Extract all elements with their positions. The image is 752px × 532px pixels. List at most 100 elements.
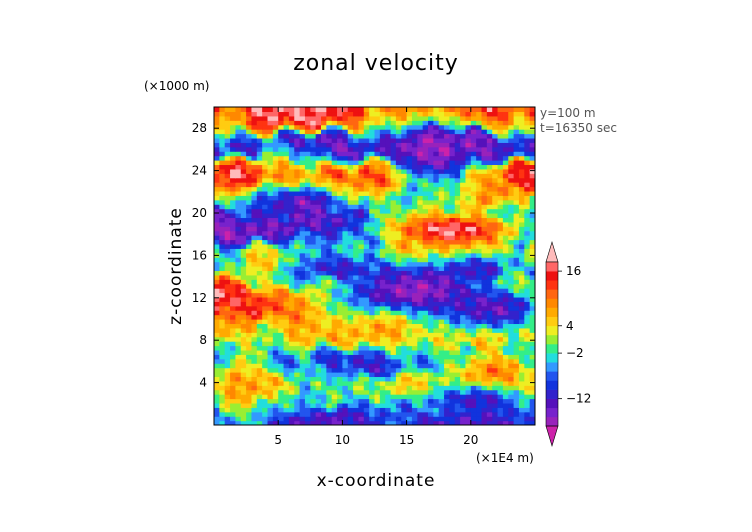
field-cell xyxy=(508,230,515,236)
field-cell xyxy=(465,217,472,223)
field-cell xyxy=(524,186,531,192)
field-cell xyxy=(219,416,226,422)
field-cell xyxy=(438,305,445,311)
field-cell xyxy=(449,402,456,408)
field-cell xyxy=(476,301,483,307)
field-cell xyxy=(262,186,269,192)
field-cell xyxy=(449,186,456,192)
field-cell xyxy=(310,358,317,364)
field-cell xyxy=(508,221,515,227)
field-cell xyxy=(385,301,392,307)
field-cell xyxy=(497,261,504,267)
field-cell xyxy=(214,173,220,179)
field-cell xyxy=(251,151,258,157)
field-cell xyxy=(337,416,343,422)
field-cell xyxy=(321,411,327,417)
field-cell xyxy=(321,327,327,333)
field-cell xyxy=(411,186,418,192)
field-cell xyxy=(358,372,365,378)
y-tick-label: 16 xyxy=(192,248,207,262)
field-cell xyxy=(444,195,450,201)
field-cell xyxy=(374,327,381,333)
field-cell xyxy=(460,221,467,227)
field-cell xyxy=(422,133,429,139)
field-cell xyxy=(224,111,231,117)
field-cell xyxy=(262,363,269,369)
field-cell xyxy=(374,270,381,276)
field-cell xyxy=(369,380,376,386)
field-cell xyxy=(278,411,285,417)
field-cell xyxy=(502,111,509,117)
field-cell xyxy=(347,305,354,311)
field-cell xyxy=(326,173,333,179)
field-cell xyxy=(465,133,472,139)
field-cell xyxy=(358,367,365,373)
field-cell xyxy=(385,389,392,395)
field-cell xyxy=(342,292,349,298)
field-cell xyxy=(219,261,226,267)
field-cell xyxy=(406,372,413,378)
field-cell xyxy=(310,372,317,378)
field-cell xyxy=(310,182,317,188)
field-cell xyxy=(444,336,450,342)
field-cell xyxy=(460,151,467,157)
field-cell xyxy=(337,402,343,408)
field-cell xyxy=(235,283,242,289)
colorbar-segment xyxy=(546,334,558,345)
field-cell xyxy=(454,274,461,280)
field-cell xyxy=(235,354,242,360)
field-cell xyxy=(288,332,295,338)
field-cell xyxy=(304,190,311,196)
field-cell xyxy=(438,288,445,294)
field-cell xyxy=(294,168,301,174)
field-cell xyxy=(347,243,354,249)
field-cell xyxy=(214,190,220,196)
field-cell xyxy=(492,385,499,391)
field-cell xyxy=(358,389,365,395)
field-cell xyxy=(369,120,376,126)
field-cell xyxy=(347,310,354,316)
field-cell xyxy=(283,385,290,391)
field-cell xyxy=(315,363,322,369)
field-cell xyxy=(363,160,370,166)
field-cell xyxy=(428,120,434,126)
field-cell xyxy=(251,226,258,232)
field-cell xyxy=(315,389,322,395)
field-cell xyxy=(278,292,285,298)
field-cell xyxy=(486,296,493,302)
field-cell xyxy=(246,239,253,245)
field-cell xyxy=(497,292,504,298)
field-cell xyxy=(267,221,274,227)
field-cell xyxy=(363,239,370,245)
field-cell xyxy=(326,270,333,276)
field-cell xyxy=(288,319,295,325)
field-cell xyxy=(288,129,295,135)
field-cell xyxy=(353,146,360,152)
field-cell xyxy=(395,349,402,355)
field-cell xyxy=(363,416,370,422)
field-cell xyxy=(497,332,504,338)
field-cell xyxy=(363,226,370,232)
field-cell xyxy=(529,213,535,219)
field-cell xyxy=(492,345,499,351)
field-cell xyxy=(395,248,402,254)
field-cell xyxy=(331,372,338,378)
field-cell xyxy=(524,252,531,258)
field-cell xyxy=(449,305,456,311)
field-cell xyxy=(288,186,295,192)
field-cell xyxy=(395,239,402,245)
field-cell xyxy=(449,358,456,364)
field-cell xyxy=(299,358,306,364)
field-cell xyxy=(438,296,445,302)
field-cell xyxy=(449,349,456,355)
field-cell xyxy=(379,257,386,263)
field-cell xyxy=(428,385,434,391)
field-cell xyxy=(465,164,472,170)
field-cell xyxy=(454,164,461,170)
field-cell xyxy=(283,341,290,347)
field-cell xyxy=(256,230,263,236)
field-cell xyxy=(401,168,408,174)
field-cell xyxy=(262,283,269,289)
field-cell xyxy=(529,248,535,254)
field-cell xyxy=(246,341,253,347)
